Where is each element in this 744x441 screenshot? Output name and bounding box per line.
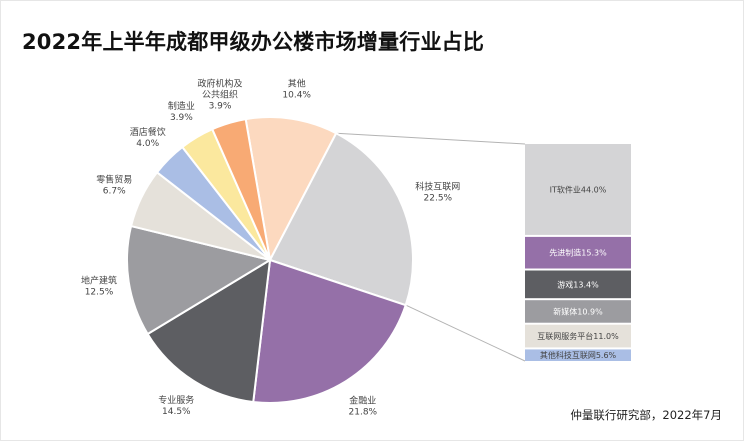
- pie-slice-2: [252, 258, 407, 404]
- pie-category-label-0: 其他: [288, 78, 306, 90]
- pie-value-label-4: 12.5%: [85, 288, 114, 298]
- pie-category-label-6: 酒店餐饮: [130, 126, 166, 138]
- connector-top: [336, 132, 526, 145]
- breakdown-connectors: [336, 132, 526, 362]
- pie-value-label-5: 6.7%: [103, 186, 126, 196]
- breakdown-label-2: 游戏13.4%: [557, 279, 599, 289]
- connector-bottom: [405, 304, 526, 362]
- pie-category-label-3: 专业服务: [158, 394, 194, 406]
- breakdown-label-5: 其他科技互联网5.6%: [540, 350, 617, 360]
- breakdown-segment-0: [525, 144, 631, 235]
- pie-slice-0: [244, 116, 338, 264]
- pie-category-label-8: 政府机构及: [197, 77, 242, 89]
- breakdown-label-3: 新媒体10.9%: [553, 306, 603, 316]
- pie-slices: [126, 116, 414, 404]
- pie-value-label-8: 3.9%: [209, 101, 232, 111]
- pie-value-label-2: 21.8%: [349, 408, 378, 418]
- pie-category-label-8: 公共组织: [202, 88, 238, 100]
- breakdown-label-1: 先进制造15.3%: [549, 248, 607, 258]
- pie-value-label-7: 3.9%: [170, 113, 193, 123]
- pie-slice-8: [210, 117, 271, 261]
- pie-slice-1: [268, 131, 414, 307]
- pie-category-label-7: 制造业: [168, 100, 195, 112]
- pie-value-label-1: 22.5%: [424, 194, 453, 204]
- pie-slice-4: [126, 224, 273, 336]
- pie-category-label-1: 科技互联网: [415, 181, 460, 193]
- chart-title: 2022年上半年成都甲级办公楼市场增量行业占比: [22, 30, 485, 54]
- breakdown-segment-5: [525, 349, 631, 361]
- pie-value-label-3: 14.5%: [162, 407, 191, 417]
- pie-value-label-0: 10.4%: [282, 91, 311, 101]
- breakdown-segment-1: [525, 236, 631, 269]
- pie-category-label-4: 地产建筑: [81, 275, 117, 287]
- pie-value-label-6: 4.0%: [136, 139, 159, 149]
- breakdown-segment-3: [525, 300, 631, 323]
- breakdown-bar: IT软件业44.0% 先进制造15.3% 游戏13.4% 新媒体10.9% 互联网服务平…: [525, 144, 631, 361]
- source-note: 仲量联行研究部，2022年7月: [570, 408, 722, 422]
- pie-category-label-5: 零售贸易: [96, 173, 132, 185]
- pie-slice-3: [146, 258, 272, 404]
- breakdown-label-0: IT软件业44.0%: [550, 184, 607, 194]
- breakdown-segment-2: [525, 270, 631, 299]
- breakdown-segment-4: [525, 324, 631, 348]
- breakdown-label-4: 互联网服务平台11.0%: [537, 331, 619, 341]
- pie-category-label-2: 金融业: [349, 395, 376, 407]
